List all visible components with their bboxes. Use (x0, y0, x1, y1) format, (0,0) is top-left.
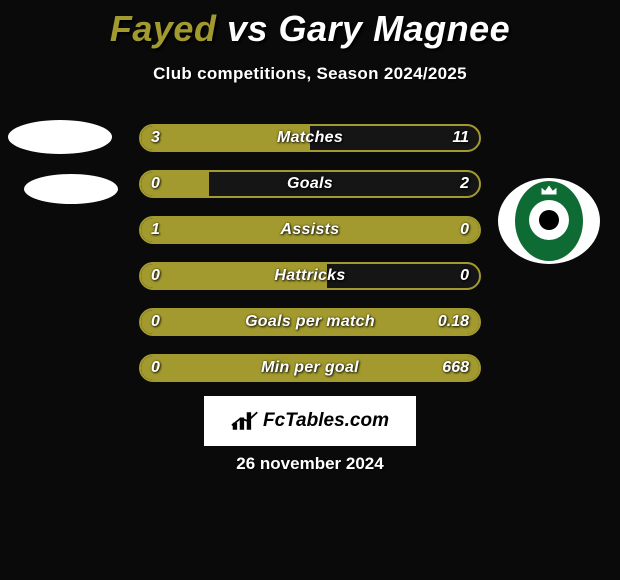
stat-label: Assists (141, 218, 479, 242)
stat-label: Goals per match (141, 310, 479, 334)
stat-value-right: 11 (452, 126, 469, 150)
stat-value-right: 668 (442, 356, 469, 380)
brand-text: FcTables.com (263, 410, 389, 432)
stat-row: 3Matches11 (139, 124, 481, 152)
stat-label: Hattricks (141, 264, 479, 288)
stat-label: Matches (141, 126, 479, 150)
stat-value-right: 2 (460, 172, 469, 196)
stat-row: 0Goals per match0.18 (139, 308, 481, 336)
chart-icon (231, 410, 259, 432)
crown-icon (540, 184, 558, 196)
player1-photo-placeholder (24, 174, 118, 204)
brand-footer: FcTables.com (204, 396, 416, 446)
comparison-subtitle: Club competitions, Season 2024/2025 (0, 64, 620, 84)
snapshot-date: 26 november 2024 (0, 454, 620, 474)
player2-club-logo (498, 178, 600, 264)
stats-list: 3Matches110Goals21Assists00Hattricks00Go… (139, 124, 481, 400)
comparison-title: Fayed vs Gary Magnee (0, 0, 620, 50)
stat-row: 0Min per goal668 (139, 354, 481, 382)
vs-separator: vs (227, 8, 268, 49)
stat-row: 0Hattricks0 (139, 262, 481, 290)
player1-club-logo-placeholder (8, 120, 112, 154)
stat-value-right: 0 (460, 218, 469, 242)
stat-value-right: 0 (460, 264, 469, 288)
stat-value-right: 0.18 (438, 310, 469, 334)
stat-label: Min per goal (141, 356, 479, 380)
stat-label: Goals (141, 172, 479, 196)
player1-name: Fayed (110, 8, 217, 49)
stat-row: 1Assists0 (139, 216, 481, 244)
player2-name: Gary Magnee (279, 8, 511, 49)
stat-row: 0Goals2 (139, 170, 481, 198)
